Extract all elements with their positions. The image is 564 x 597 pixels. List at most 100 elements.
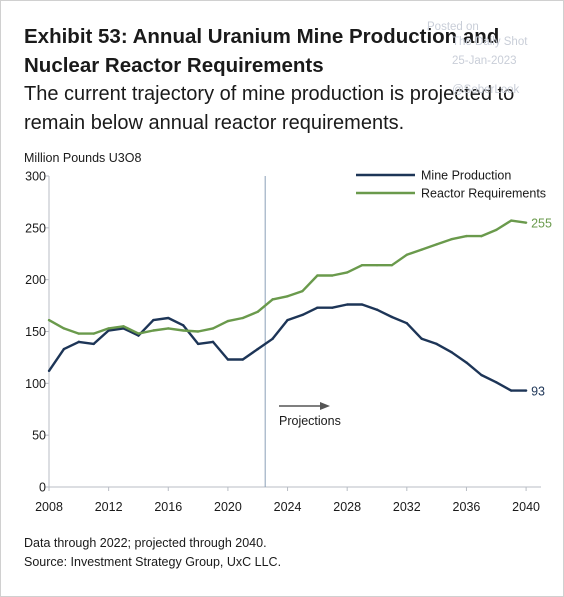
x-tick-label: 2028 (333, 500, 361, 514)
y-tick-label: 50 (32, 429, 46, 443)
mine-production-point (62, 347, 66, 351)
mine-production-point (181, 324, 185, 327)
reactor-requirements-point (122, 325, 125, 328)
mine-production-point (47, 369, 51, 373)
reactor-requirements-point (465, 234, 468, 238)
projection-annotation: Projections (279, 402, 341, 428)
reactor-requirements-point (137, 332, 140, 335)
mine-production-point (524, 389, 528, 392)
mine-production-point (465, 361, 468, 364)
reactor-requirements-point (211, 327, 215, 330)
reactor-requirements-point (316, 274, 319, 277)
reactor-requirements-point (480, 234, 483, 238)
watermark-handle: @SoberLook (452, 84, 520, 96)
projection-label: Projections (279, 414, 341, 428)
watermark-source-name: The Daily Shot (452, 36, 528, 48)
reactor-requirements-point (375, 263, 379, 267)
y-tick-label: 300 (25, 170, 46, 184)
reactor-requirements-end-label: 255 (531, 217, 552, 231)
x-tick-label: 2032 (393, 500, 421, 514)
y-tick-label: 150 (25, 325, 46, 339)
reactor-requirements-point (226, 319, 230, 323)
mine-production-point (92, 342, 95, 346)
mine-production-point (405, 322, 409, 325)
reactor-requirements-point (435, 243, 438, 246)
y-axis-unit-label: Million Pounds U3O8 (24, 151, 142, 165)
y-tick-label: 0 (39, 481, 46, 495)
mine-production-point (211, 340, 215, 344)
mine-production-point (360, 303, 364, 306)
mine-production-point (167, 316, 170, 320)
x-axis: 2008 2012 2016 2020 2024 2028 2032 2036 2040 (35, 486, 541, 514)
reactor-requirements-point (495, 228, 498, 232)
projection-arrow-head (320, 402, 330, 410)
mine-production-point (77, 340, 81, 344)
mine-production-point (375, 308, 379, 311)
mine-production-point (345, 303, 349, 306)
reactor-requirements-point (167, 327, 170, 330)
mine-production-point (137, 334, 140, 337)
legend: Mine Production Reactor Requirements (356, 169, 546, 201)
chart-subtitle: The current trajectory of mine productio… (24, 83, 515, 134)
series-layer: 93 255 (47, 217, 552, 399)
mine-production-point (226, 358, 230, 361)
mine-production-point (420, 337, 423, 340)
reactor-requirements-point (420, 248, 423, 251)
x-tick-label: 2040 (512, 500, 540, 514)
y-tick-label: 250 (25, 221, 46, 235)
y-tick-label: 100 (25, 377, 46, 391)
mine-production-point (256, 347, 259, 351)
reactor-requirements-point (62, 327, 66, 330)
reactor-requirements-point (360, 263, 364, 267)
legend-label-mine-production: Mine Production (421, 169, 511, 183)
reactor-requirements-point (181, 329, 185, 332)
reactor-requirements-point (152, 329, 155, 332)
mine-production-point (509, 389, 513, 392)
y-axis: 0 50 100 150 200 250 300 (25, 170, 50, 495)
x-tick-label: 2020 (214, 500, 242, 514)
mine-production-point (301, 313, 304, 317)
reactor-requirements-point (286, 295, 289, 298)
x-tick-label: 2024 (274, 500, 302, 514)
y-tick-label: 200 (25, 273, 46, 287)
mine-production-point (241, 358, 245, 361)
mine-production-point (480, 373, 483, 377)
footnote-data-range: Data through 2022; projected through 204… (24, 536, 267, 550)
reactor-requirements-point (390, 263, 394, 267)
reactor-requirements-point (271, 298, 274, 301)
legend-label-reactor-requirements: Reactor Requirements (421, 187, 546, 201)
reactor-requirements-point (509, 219, 513, 222)
reactor-requirements-point (450, 238, 453, 241)
reactor-requirements-point (256, 310, 259, 314)
x-tick-label: 2016 (154, 500, 182, 514)
mine-production-point (495, 381, 498, 384)
mine-production-point (316, 306, 319, 309)
mine-production-point (271, 337, 274, 340)
reactor-requirements-point (92, 332, 95, 335)
x-tick-label: 2012 (95, 500, 123, 514)
reactor-requirements-point (77, 332, 81, 335)
mine-production-point (435, 342, 438, 346)
reactor-requirements-point (331, 274, 334, 277)
reactor-requirements-point (301, 289, 304, 293)
reactor-requirements-point (196, 330, 200, 333)
mine-production-point (390, 315, 394, 319)
reactor-requirements-line (48, 219, 527, 335)
footnote-source: Source: Investment Strategy Group, UxC L… (24, 555, 282, 569)
reactor-requirements-point (107, 327, 110, 330)
mine-production-point (196, 342, 200, 346)
x-tick-label: 2008 (35, 500, 63, 514)
mine-production-point (152, 318, 155, 322)
mine-production-end-label: 93 (531, 385, 545, 399)
reactor-requirements-point (345, 271, 349, 274)
mine-production-point (286, 318, 289, 322)
chart-title: Exhibit 53: Annual Uranium Mine Producti… (24, 25, 500, 77)
reactor-requirements-point (241, 316, 245, 320)
mine-production-line (48, 303, 527, 392)
x-tick-label: 2036 (453, 500, 481, 514)
reactor-requirements-point (405, 253, 409, 256)
reactor-requirements-point (47, 318, 51, 322)
watermark-date: 25-Jan-2023 (452, 55, 517, 67)
reactor-requirements-point (524, 221, 528, 224)
